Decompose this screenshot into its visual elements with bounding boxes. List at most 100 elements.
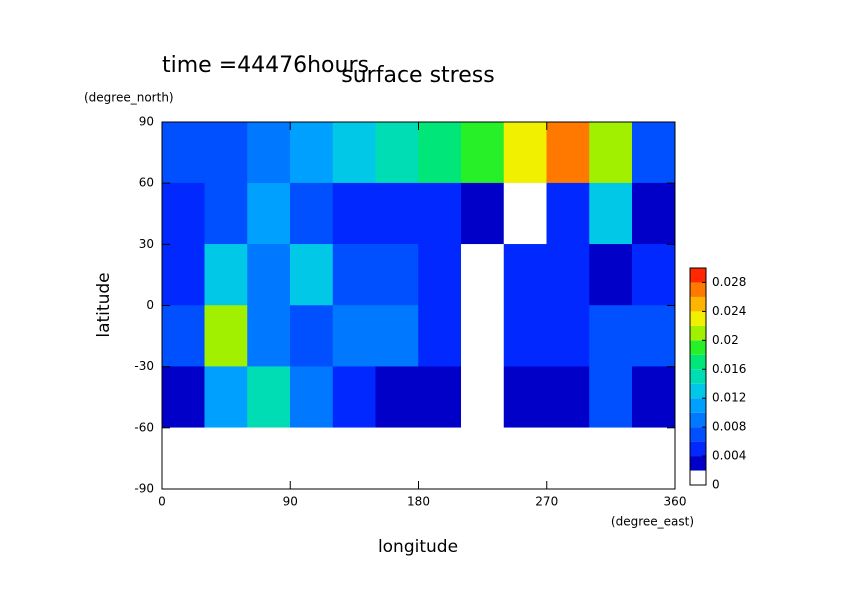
x-tick-label: 360 bbox=[664, 495, 687, 509]
field-cell bbox=[589, 182, 633, 245]
colorbar-tick-label: 0 bbox=[712, 478, 720, 492]
y-axis-label: latitude bbox=[94, 272, 114, 337]
colorbar-tick-label: 0.016 bbox=[712, 362, 746, 376]
field-cell bbox=[461, 121, 505, 184]
field-cell bbox=[461, 305, 505, 367]
field-cell bbox=[290, 244, 334, 306]
field-cell bbox=[332, 305, 376, 367]
field-cell bbox=[247, 244, 291, 306]
field-cell bbox=[589, 244, 633, 306]
field-cell bbox=[332, 244, 376, 306]
y-units: (degree_north) bbox=[84, 91, 174, 105]
chart-subtitle: surface stress bbox=[341, 63, 494, 88]
field-cell bbox=[632, 305, 676, 367]
field-cell bbox=[161, 244, 205, 306]
field-cell bbox=[247, 121, 291, 184]
field-cell bbox=[204, 366, 248, 429]
field-cell bbox=[375, 427, 419, 490]
field-cell bbox=[375, 121, 419, 184]
colorbar-segment bbox=[690, 282, 706, 297]
field-cell bbox=[161, 305, 205, 367]
colorbar-segment bbox=[690, 296, 706, 312]
field-cell bbox=[290, 366, 334, 429]
colorbar-tick-label: 0.02 bbox=[712, 333, 739, 347]
field-cell bbox=[161, 427, 205, 490]
field-cell bbox=[546, 121, 590, 184]
field-cell bbox=[332, 121, 376, 184]
colorbar-segment bbox=[690, 354, 706, 370]
y-tick-label: 60 bbox=[139, 176, 154, 190]
field-cell bbox=[418, 305, 462, 367]
colorbar-segment bbox=[690, 340, 706, 355]
y-tick-label: 30 bbox=[139, 237, 154, 251]
field-cell bbox=[290, 305, 334, 367]
field-cell bbox=[503, 182, 547, 245]
field-cell bbox=[632, 427, 676, 490]
field-cell bbox=[204, 182, 248, 245]
colorbar-segment bbox=[690, 398, 706, 413]
field-cell bbox=[332, 182, 376, 245]
field-cell bbox=[418, 182, 462, 245]
colorbar-segment bbox=[690, 427, 706, 442]
field-cell bbox=[503, 427, 547, 490]
field-cell bbox=[204, 305, 248, 367]
field-cell bbox=[503, 366, 547, 429]
field-cell bbox=[204, 427, 248, 490]
colorbar-segment bbox=[690, 383, 706, 399]
colorbar-segment bbox=[690, 456, 706, 471]
field-cell bbox=[589, 427, 633, 490]
colorbar-segment bbox=[690, 441, 706, 457]
field-cell bbox=[461, 182, 505, 245]
field-cell bbox=[375, 244, 419, 306]
field-cell bbox=[546, 244, 590, 306]
colorbar-tick-label: 0.024 bbox=[712, 304, 746, 318]
colorbar-tick-label: 0.008 bbox=[712, 420, 746, 434]
field-cell bbox=[161, 121, 205, 184]
colorbar-tick-label: 0.028 bbox=[712, 275, 746, 289]
field-cell bbox=[632, 121, 676, 184]
colorbar-segment bbox=[690, 268, 706, 283]
field-cell bbox=[632, 244, 676, 306]
field-cell bbox=[375, 182, 419, 245]
field-cell bbox=[247, 305, 291, 367]
field-cell bbox=[290, 182, 334, 245]
field-cell bbox=[546, 305, 590, 367]
field-cell bbox=[589, 366, 633, 429]
colorbar-tick-label: 0.012 bbox=[712, 391, 746, 405]
x-tick-label: 0 bbox=[158, 495, 166, 509]
x-tick-label: 270 bbox=[535, 495, 558, 509]
colorbar-frame bbox=[689, 267, 707, 486]
x-units: (degree_east) bbox=[611, 515, 694, 529]
field-cell bbox=[461, 244, 505, 306]
field-cell bbox=[589, 121, 633, 184]
field-cell bbox=[503, 121, 547, 184]
field-cell bbox=[332, 427, 376, 490]
y-tick-label: -30 bbox=[134, 359, 154, 373]
field-cell bbox=[546, 427, 590, 490]
y-tick-label: -90 bbox=[134, 482, 154, 496]
field-cell bbox=[632, 366, 676, 429]
colorbar-segment bbox=[690, 369, 706, 384]
field-cell bbox=[546, 182, 590, 245]
field-cell bbox=[375, 305, 419, 367]
field-cell bbox=[332, 366, 376, 429]
field-cell bbox=[161, 182, 205, 245]
field-cell bbox=[418, 427, 462, 490]
colorbar-segment bbox=[690, 311, 706, 326]
field-cell bbox=[290, 121, 334, 184]
x-tick-label: 180 bbox=[407, 495, 430, 509]
field-cell bbox=[247, 427, 291, 490]
field-cell bbox=[546, 366, 590, 429]
field-cell bbox=[461, 366, 505, 429]
field-cell bbox=[247, 182, 291, 245]
field-cell bbox=[247, 366, 291, 429]
field-cell bbox=[375, 366, 419, 429]
y-tick-label: 0 bbox=[146, 298, 154, 312]
field-cell bbox=[418, 366, 462, 429]
field-cell bbox=[632, 182, 676, 245]
field-cell bbox=[418, 121, 462, 184]
x-axis-label: longitude bbox=[378, 537, 458, 557]
colorbar-tick-label: 0.004 bbox=[712, 449, 746, 463]
y-tick-label: 90 bbox=[139, 115, 154, 129]
